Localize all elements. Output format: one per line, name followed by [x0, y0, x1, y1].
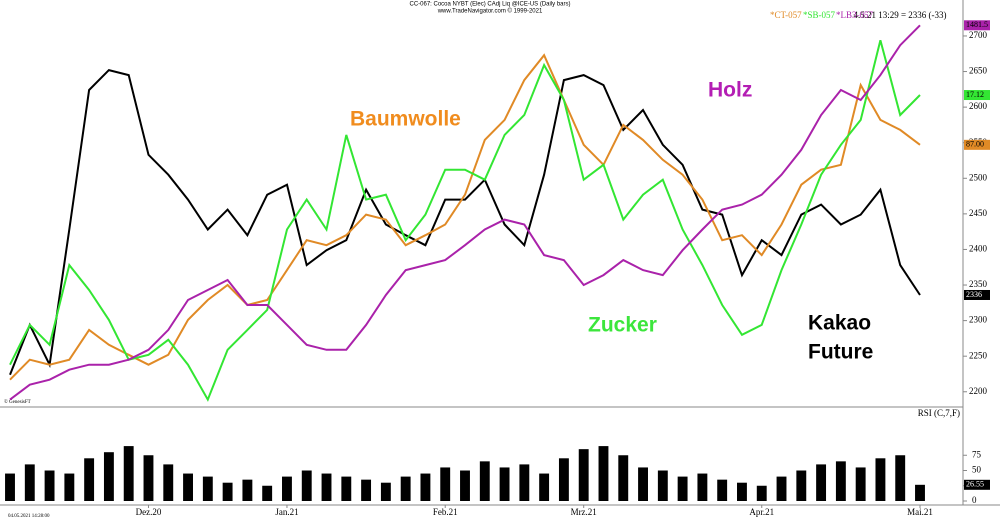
y-tick-label: 0	[972, 495, 977, 505]
rsi-bar	[539, 473, 550, 501]
rsi-bar	[855, 467, 866, 501]
rsi-bar	[895, 455, 906, 501]
rsi-bar	[44, 470, 55, 501]
rsi-bar	[242, 479, 253, 501]
rsi-bar	[143, 455, 154, 501]
x-tick-label: Feb.21	[433, 507, 458, 517]
y-tick-label: 2400	[969, 244, 988, 254]
rsi-bar	[677, 476, 688, 501]
annotation: Future	[808, 341, 873, 364]
y-tick-label: 2250	[969, 350, 988, 360]
rsi-bar	[598, 446, 609, 501]
rsi-bar	[756, 485, 767, 501]
value-tag-box	[964, 479, 990, 490]
legend-entry: *CT-057	[770, 10, 802, 20]
rsi-bar	[301, 470, 312, 501]
rsi-bar	[361, 479, 372, 501]
rsi-bar	[638, 467, 648, 501]
rsi-bar	[103, 452, 114, 501]
rsi-bar	[222, 482, 233, 501]
rsi-bar	[697, 473, 708, 501]
rsi-bar	[202, 476, 213, 501]
rsi-bar	[183, 473, 193, 501]
y-tick-label: 2200	[969, 386, 988, 396]
rsi-bar	[282, 476, 292, 501]
rsi-bar	[499, 467, 510, 501]
rsi-bar	[558, 458, 569, 501]
y-tick-label: 50	[972, 465, 982, 475]
header-title: CC-067: Cocoa NYBT (Elec) CAdj Liq @ICE-…	[409, 2, 570, 8]
x-tick-label: Mai.21	[907, 507, 933, 517]
rsi-bar	[123, 446, 134, 501]
rsi-bar	[737, 482, 747, 501]
y-tick-label: 2650	[969, 66, 988, 76]
y-tick-label: 2500	[969, 172, 988, 182]
x-tick-label: Apr.21	[749, 507, 774, 517]
annotation: Holz	[708, 79, 752, 102]
value-tag: 2336	[966, 290, 982, 299]
annotation: Baumwolle	[350, 108, 461, 131]
value-tag-box	[964, 289, 990, 300]
x-tick-label: Jan.21	[275, 507, 298, 517]
rsi-bar	[657, 470, 668, 501]
rsi-bar	[479, 461, 490, 501]
annotation: Kakao	[808, 312, 871, 335]
legend-entry: *SB-057	[803, 10, 836, 20]
rsi-bar	[835, 461, 846, 501]
series-line	[9, 39, 921, 402]
rsi-bar	[163, 464, 174, 501]
rsi-bar	[460, 470, 470, 501]
rsi-bar	[400, 476, 411, 501]
y-tick-label: 2450	[969, 208, 988, 218]
rsi-bar	[380, 482, 391, 501]
rsi-bar	[875, 458, 886, 501]
rsi-bar	[915, 484, 925, 501]
x-tick-label: Mrz.21	[571, 507, 597, 517]
value-tag: 1481.5	[966, 20, 988, 29]
rsi-bar	[420, 473, 431, 501]
y-tick-label: 2600	[969, 101, 988, 111]
y-tick-label: 2300	[969, 315, 988, 325]
rsi-bar	[796, 470, 807, 501]
y-tick-label: 2350	[969, 279, 988, 289]
value-tag-box	[964, 90, 990, 101]
y-tick-label: 75	[972, 449, 982, 459]
rsi-bar	[5, 473, 15, 501]
rsi-bar	[262, 485, 273, 501]
x-tick-label: Dez.20	[136, 507, 162, 517]
rsi-bar	[84, 458, 95, 501]
datetime: 04.05.2021 14:28:00	[8, 514, 50, 519]
series-line	[9, 24, 921, 401]
rsi-bar	[776, 476, 787, 501]
value-tag: 26.55	[966, 480, 984, 489]
copyright: © GenesisFT	[4, 399, 31, 405]
rsi-bar	[618, 455, 629, 501]
rsi-bar	[64, 473, 75, 501]
value-tag-box	[964, 139, 990, 150]
annotation: Zucker	[588, 314, 657, 337]
value-tag: 17.12	[966, 90, 984, 99]
rsi-bar	[24, 464, 35, 501]
rsi-bar	[519, 464, 530, 501]
rsi-bar	[578, 449, 589, 501]
value-tag-box	[964, 20, 990, 31]
rsi-bar	[321, 473, 332, 501]
rsi-bar	[717, 479, 728, 501]
y-tick-label: 2700	[969, 30, 988, 40]
rsi-bar	[440, 467, 451, 501]
rsi-bar	[816, 464, 827, 501]
rsi-title: RSI (C,7,F)	[918, 408, 960, 418]
header-subtitle: www.TradeNavigator.com © 1999-2021	[437, 8, 543, 15]
series-line	[9, 53, 921, 381]
header-stamp: 4.5.21 13:29 = 2336 (-33)	[853, 10, 946, 20]
rsi-bar	[341, 476, 352, 501]
legend-entry: *LB3-057	[836, 10, 873, 20]
value-tag: 87.00	[966, 140, 984, 149]
